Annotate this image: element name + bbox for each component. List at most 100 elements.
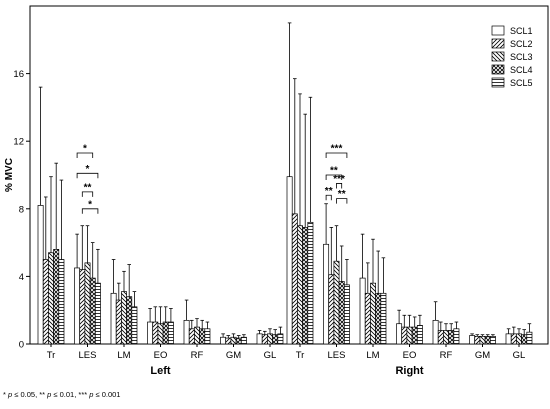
legend-label: SCL2	[510, 39, 533, 49]
bar-scl3	[406, 326, 413, 345]
x-tick-label: LES	[79, 350, 97, 361]
bar-scl3	[370, 282, 376, 345]
footnote-p1-prefix: *	[3, 390, 9, 399]
footnote-p1-rest: ≤ 0.05,	[12, 390, 40, 399]
bar-scl2	[474, 336, 481, 345]
footnote-p3-rest: ≤ 0.001	[93, 390, 121, 399]
significance-label: **	[84, 182, 92, 193]
bar-scl3	[121, 291, 127, 345]
significance-label: **	[338, 189, 346, 200]
x-tick-label: GM	[475, 350, 490, 361]
bar-scl2	[401, 326, 408, 345]
significance-label: *	[83, 144, 87, 155]
bar-scl5	[240, 336, 247, 345]
legend-swatch-scl2	[491, 38, 505, 49]
significance-label: ***	[331, 144, 343, 155]
panel-label: Right	[395, 365, 423, 377]
significance-label: **	[330, 166, 338, 177]
significance-label: ***	[333, 174, 345, 185]
bar-scl1	[323, 243, 330, 345]
x-tick-label: LM	[366, 350, 379, 361]
x-tick-label: GM	[226, 350, 241, 361]
bar-scl1	[37, 205, 44, 345]
footnote-p3-var: p	[89, 390, 94, 399]
bar-scl1	[147, 321, 154, 345]
bar-scl4	[89, 277, 96, 345]
footnote-p2-prefix: **	[39, 390, 48, 399]
bar-scl2	[328, 274, 335, 345]
bar-scl2	[291, 213, 298, 345]
bar-scl3	[516, 333, 522, 345]
legend-swatch-scl4	[491, 64, 505, 75]
bar-scl1	[220, 336, 227, 345]
bar-scl2	[364, 292, 371, 345]
bar-scl2	[437, 330, 444, 345]
legend-swatch-scl3	[491, 51, 505, 62]
bar-scl4	[162, 321, 169, 345]
bar-scl1	[74, 267, 81, 345]
bar-scl5	[343, 284, 350, 345]
bar-scl2	[510, 333, 517, 345]
bar-scl2	[188, 328, 195, 345]
footnote: * p ≤ 0.05, ** p ≤ 0.01, *** p ≤ 0.001	[3, 390, 120, 399]
significance-bracket	[325, 194, 332, 201]
significance-bracket	[336, 183, 343, 189]
bar-scl3	[479, 336, 486, 345]
y-tick-label: 8	[19, 204, 24, 215]
bar-scl5	[416, 325, 423, 345]
bar-scl1	[505, 333, 512, 345]
y-tick-label: 0	[19, 340, 24, 351]
bar-scl2	[42, 259, 49, 345]
bar-scl1	[286, 176, 293, 345]
bar-scl4	[272, 334, 279, 345]
bar-scl4	[302, 227, 309, 345]
significance-bracket	[76, 152, 94, 159]
bar-scl3	[194, 326, 200, 345]
bar-scl4	[199, 328, 206, 345]
bar-scl4	[126, 296, 133, 345]
bar-scl1	[110, 292, 117, 345]
significance-bracket	[81, 191, 94, 197]
bar-scl1	[256, 333, 263, 345]
bar-scl3	[157, 323, 164, 345]
bar-scl5	[277, 333, 284, 345]
bar-scl4	[338, 281, 345, 345]
bar-scl3	[230, 336, 237, 345]
significance-label: **	[325, 186, 333, 197]
bar-scl2	[79, 269, 86, 345]
bar-scl3	[443, 330, 449, 345]
bar-scl1	[432, 319, 439, 345]
legend-label: SCL1	[510, 26, 533, 36]
x-tick-label: Tr	[47, 350, 56, 361]
y-axis-label: % MVC	[4, 158, 15, 192]
bar-scl1	[359, 277, 366, 345]
bar-scl5	[526, 331, 533, 345]
x-tick-label: LES	[328, 350, 346, 361]
legend-swatch-scl1	[491, 25, 505, 36]
x-tick-label: EO	[403, 350, 417, 361]
panel-label: Left	[150, 365, 171, 377]
bar-scl2	[152, 321, 159, 345]
bar-scl3	[48, 252, 54, 345]
x-tick-label: GL	[264, 350, 277, 361]
bar-scl1	[396, 323, 403, 345]
bar-scl5	[453, 328, 460, 345]
legend-swatch-scl5	[491, 77, 505, 88]
x-tick-label: RF	[440, 350, 453, 361]
bar-scl4	[411, 326, 418, 345]
significance-bracket	[325, 152, 348, 159]
bar-scl2	[261, 334, 268, 345]
legend: SCL1 SCL2 SCL3 SCL4 SCL5	[491, 25, 533, 88]
bar-scl3	[84, 262, 91, 345]
bar-scl4	[448, 330, 455, 345]
bar-scl4	[521, 334, 528, 345]
bar-scl1	[183, 319, 190, 345]
footnote-p3-prefix: ***	[78, 390, 90, 399]
bar-scl4	[484, 336, 491, 345]
legend-label: SCL4	[510, 65, 533, 75]
y-tick-label: 12	[13, 137, 24, 148]
legend-label: SCL5	[510, 78, 533, 88]
legend-label: SCL3	[510, 52, 533, 62]
